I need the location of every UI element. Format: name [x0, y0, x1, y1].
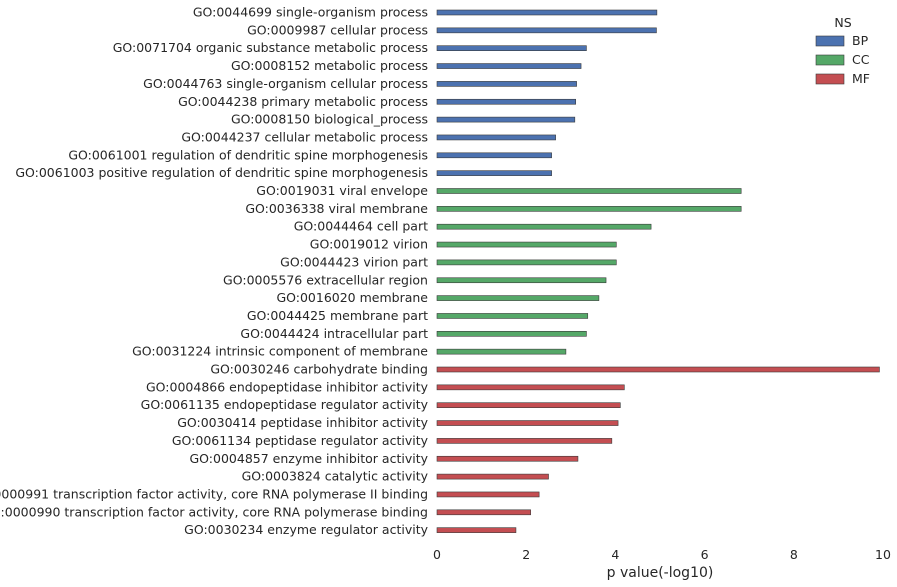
bar — [436, 402, 621, 409]
y-tick-label: GO:0044425 membrane part — [247, 308, 428, 323]
bar — [436, 81, 577, 87]
y-tick-label: GO:0044763 single-organism cellular proc… — [143, 76, 428, 91]
bar — [436, 473, 549, 480]
bar — [436, 9, 658, 16]
y-tick-label: GO:0004857 enzyme inhibitor activity — [189, 451, 428, 466]
y-tick-label: GO:0061001 regulation of dendritic spine… — [68, 147, 428, 162]
bar — [436, 206, 742, 212]
bar — [436, 152, 552, 159]
legend: NS BP CC MF — [815, 15, 870, 86]
x-tick-label: 8 — [790, 547, 798, 562]
bar — [436, 223, 652, 230]
bar — [436, 509, 531, 516]
y-tick-label: GO:0019012 virion — [310, 237, 428, 252]
bar — [436, 27, 657, 34]
bar — [436, 134, 556, 141]
y-tick-label: GO:0030246 carbohydrate binding — [210, 362, 428, 377]
bar — [436, 241, 617, 248]
bar — [436, 313, 589, 319]
y-tick-label: GO:0009987 cellular process — [247, 22, 428, 37]
y-tick-label: GO:0003824 catalytic activity — [242, 469, 429, 484]
y-tick-label: GO:0031224 intrinsic component of membra… — [132, 344, 428, 359]
x-tick-label: 10 — [875, 547, 891, 562]
bar — [436, 527, 517, 533]
y-tick-label: GO:0044464 cell part — [294, 219, 428, 234]
bar — [436, 455, 579, 462]
y-tick-label: GO:0005576 extracellular region — [223, 272, 428, 287]
bar — [436, 116, 576, 123]
y-tick-label: GO:0019031 viral envelope — [256, 183, 428, 198]
bar — [436, 45, 587, 52]
y-tick-label: GO:0030414 peptidase inhibitor activity — [177, 415, 428, 430]
y-tick-label: GO:0008152 metabolic process — [231, 58, 428, 73]
bar — [436, 420, 619, 426]
bar — [436, 348, 567, 355]
legend-swatch — [815, 73, 845, 85]
legend-title: NS — [834, 15, 851, 30]
y-tick-label: GO:0044424 intracellular part — [240, 326, 428, 341]
y-tick-label: GO:0004866 endopeptidase inhibitor activ… — [146, 379, 429, 394]
y-tick-labels: GO:0044699 single-organism process GO:000… — [0, 5, 429, 538]
bar — [436, 259, 617, 266]
bar — [436, 63, 582, 69]
y-tick-label: GO:0016020 membrane — [276, 290, 428, 305]
bar — [436, 188, 742, 194]
bar — [436, 330, 587, 337]
y-tick-label: GO:0044699 single-organism process — [193, 5, 428, 20]
legend-label: MF — [852, 71, 870, 86]
legend-swatch — [815, 35, 845, 47]
x-tick-label: 2 — [522, 547, 530, 562]
bar — [436, 98, 577, 105]
y-tick-label: GO:0061003 positive regulation of dendri… — [15, 165, 428, 180]
bar — [436, 366, 880, 373]
y-tick-label: GO:0044423 virion part — [280, 254, 428, 269]
x-tick-label: 4 — [611, 547, 619, 562]
x-tick-label: 0 — [433, 547, 441, 562]
bar — [436, 491, 540, 498]
y-tick-label: GO:0044238 primary metabolic process — [178, 94, 428, 109]
x-tick-label: 6 — [701, 547, 709, 562]
x-tick-labels: 0 2 4 6 8 10 — [433, 547, 891, 562]
bars-layer — [436, 9, 880, 533]
y-tick-label: GO:0036338 viral membrane — [245, 201, 428, 216]
bar — [436, 170, 552, 176]
y-tick-label: GO:0071704 organic substance metabolic p… — [113, 40, 428, 55]
y-tick-label: GO:0061135 endopeptidase regulator activ… — [141, 397, 429, 412]
y-tick-label: GO:0030234 enzyme regulator activity — [184, 522, 428, 537]
y-tick-label: GO:0000990 transcription factor activity… — [0, 504, 428, 519]
y-tick-label: GO:0044237 cellular metabolic process — [181, 129, 428, 144]
y-tick-label: GO:0008150 biological_process — [231, 112, 428, 127]
bar — [436, 277, 607, 284]
legend-label: CC — [852, 52, 870, 67]
y-tick-label: GO:0061134 peptidase regulator activity — [172, 433, 429, 448]
y-tick-label: GO:0000991 transcription factor activity… — [0, 486, 428, 501]
x-axis-label: p value(-log10) — [607, 565, 714, 581]
bar — [436, 384, 625, 391]
bar — [436, 438, 613, 444]
bar — [436, 295, 600, 301]
legend-swatch — [815, 54, 845, 66]
legend-label: BP — [852, 33, 869, 48]
